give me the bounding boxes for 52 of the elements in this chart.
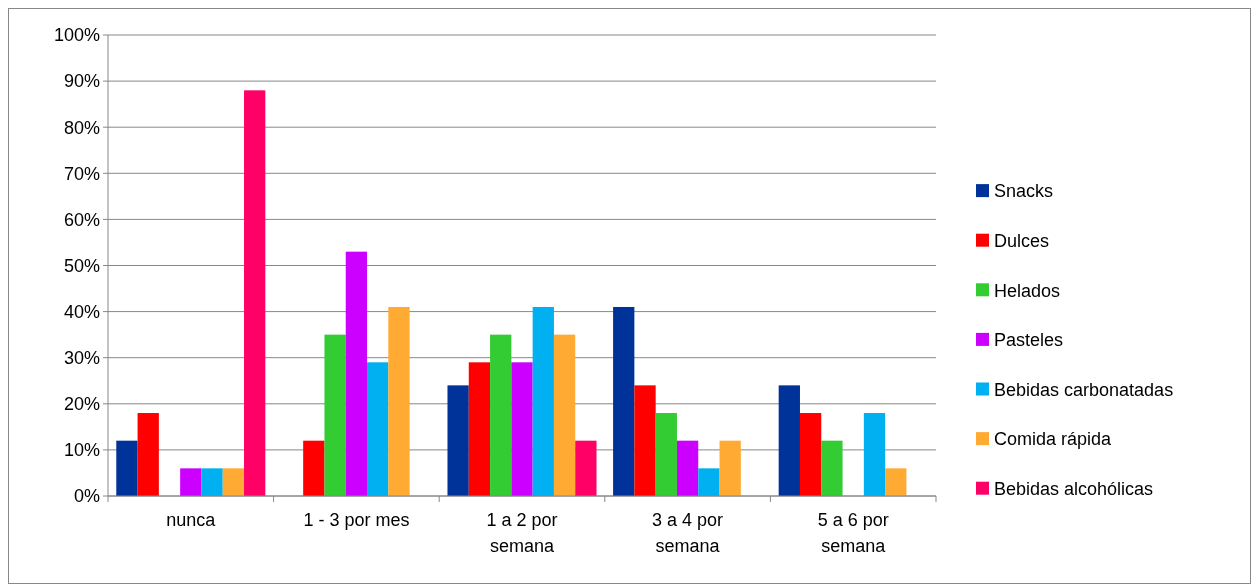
bar <box>388 306 410 496</box>
bar <box>799 413 822 496</box>
bar <box>698 468 720 496</box>
x-tick-label: 1 - 3 por mes <box>303 510 410 530</box>
bar <box>303 440 325 496</box>
bar <box>447 385 469 496</box>
legend-label: Bebidas alcohólicas <box>994 479 1154 499</box>
bar <box>575 440 597 496</box>
bar <box>137 413 159 496</box>
y-tick-label: 10% <box>63 440 100 461</box>
y-tick-label: 90% <box>63 71 100 92</box>
bar <box>222 468 245 496</box>
bar <box>863 413 886 496</box>
legend-label: Pasteles <box>994 330 1064 351</box>
bar <box>885 468 907 496</box>
y-tick-label: 60% <box>63 209 100 230</box>
bar <box>468 362 491 496</box>
legend-label: Dulces <box>994 231 1050 251</box>
bar <box>613 306 635 496</box>
y-tick-label: 100% <box>53 25 100 46</box>
x-tick-label: nunca <box>166 510 217 530</box>
bar <box>532 306 554 496</box>
bar <box>511 362 533 496</box>
bar <box>553 334 576 496</box>
bar <box>116 440 138 496</box>
bar <box>490 334 512 496</box>
x-tick-label: 3 a 4 por semana <box>652 510 724 556</box>
bar <box>180 468 202 496</box>
y-tick-label: 50% <box>63 255 100 276</box>
bar <box>821 440 843 496</box>
bar <box>345 251 368 496</box>
legend-label: Bebidas carbonatadas <box>994 379 1174 400</box>
bar <box>244 90 266 496</box>
bar <box>778 385 800 496</box>
bar <box>655 413 677 496</box>
bar <box>634 385 656 496</box>
y-tick-label: 80% <box>63 117 100 138</box>
y-tick-label: 30% <box>63 348 100 368</box>
legend-label: Helados <box>994 280 1061 301</box>
bar <box>324 334 346 496</box>
bar <box>676 440 699 496</box>
y-tick-label: 70% <box>63 163 100 184</box>
bar <box>201 468 223 496</box>
y-tick-label: 40% <box>63 301 100 322</box>
legend-label: Snacks <box>994 181 1054 202</box>
x-tick-label: 1 a 2 por semana <box>486 510 558 556</box>
y-tick-label: 0% <box>73 486 100 507</box>
bar <box>367 362 389 496</box>
legend-label: Comida rápida <box>994 429 1113 450</box>
y-tick-label: 20% <box>63 394 100 415</box>
bar <box>719 440 741 496</box>
x-tick-label: 5 a 6 por semana <box>817 510 889 556</box>
